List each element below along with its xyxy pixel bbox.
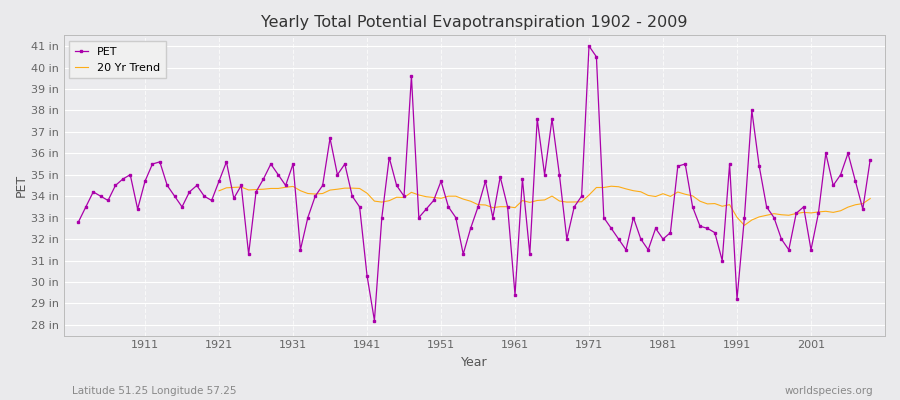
PET	[783, 247, 794, 252]
PET	[583, 44, 594, 48]
20 Yr Trend	[606, 184, 616, 189]
Legend: PET, 20 Yr Trend: PET, 20 Yr Trend	[69, 41, 166, 78]
PET	[155, 160, 166, 164]
PET	[769, 215, 779, 220]
20 Yr Trend	[806, 210, 816, 215]
X-axis label: Year: Year	[461, 356, 488, 369]
20 Yr Trend	[739, 223, 750, 228]
Line: PET: PET	[77, 45, 871, 322]
PET	[450, 215, 461, 220]
20 Yr Trend	[865, 196, 876, 201]
20 Yr Trend	[295, 188, 306, 193]
Y-axis label: PET: PET	[15, 174, 28, 197]
20 Yr Trend	[213, 188, 224, 193]
PET	[199, 194, 210, 198]
Line: 20 Yr Trend: 20 Yr Trend	[219, 186, 870, 225]
PET	[369, 318, 380, 323]
PET	[716, 258, 727, 263]
20 Yr Trend	[546, 194, 557, 198]
20 Yr Trend	[280, 185, 291, 190]
Text: Latitude 51.25 Longitude 57.25: Latitude 51.25 Longitude 57.25	[72, 386, 237, 396]
Text: worldspecies.org: worldspecies.org	[785, 386, 873, 396]
Title: Yearly Total Potential Evapotranspiration 1902 - 2009: Yearly Total Potential Evapotranspiratio…	[261, 15, 688, 30]
20 Yr Trend	[346, 186, 357, 190]
PET	[73, 220, 84, 224]
PET	[865, 157, 876, 162]
20 Yr Trend	[465, 199, 476, 204]
